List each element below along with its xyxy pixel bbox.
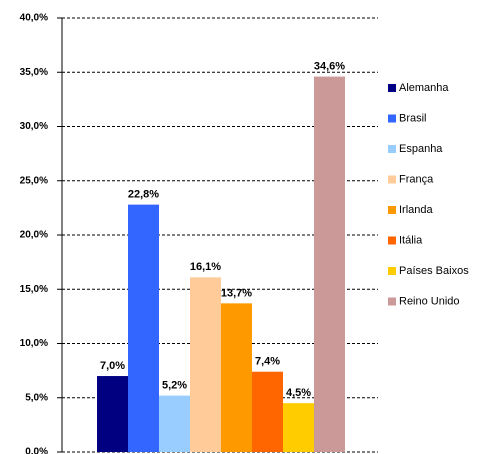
value-label: 34,6% — [314, 60, 345, 72]
bar — [128, 204, 159, 452]
value-label: 7,4% — [255, 356, 280, 368]
legend-label: Itália — [399, 234, 423, 246]
legend-label: Países Baixos — [399, 265, 469, 277]
bar — [221, 303, 252, 452]
bar — [283, 403, 314, 452]
value-label: 7,0% — [100, 360, 125, 372]
y-tick-label: 35,0% — [20, 67, 48, 78]
y-tick-label: 25,0% — [20, 175, 48, 186]
legend-label: Reino Unido — [399, 295, 460, 307]
y-tick-label: 15,0% — [20, 284, 48, 295]
legend-label: Brasil — [399, 112, 427, 124]
legend-label: Espanha — [399, 143, 443, 155]
legend-swatch — [388, 175, 396, 184]
bar — [190, 277, 221, 452]
legend-swatch — [388, 145, 396, 153]
value-label: 16,1% — [190, 261, 221, 273]
y-tick-label: 5,0% — [25, 392, 48, 403]
value-label: 4,5% — [286, 387, 311, 399]
y-tick-label: 10,0% — [20, 338, 48, 349]
value-label: 5,2% — [162, 379, 187, 391]
y-tick-label: 20,0% — [20, 230, 48, 241]
legend-label: Alemanha — [399, 82, 449, 94]
bar — [159, 395, 190, 452]
bar — [252, 371, 283, 452]
value-label: 13,7% — [221, 287, 252, 299]
legend-swatch — [388, 206, 396, 214]
legend-swatch — [388, 84, 396, 92]
value-label: 22,8% — [128, 189, 159, 201]
legend-swatch — [388, 114, 396, 123]
bar — [97, 376, 128, 452]
legend-label: França — [399, 173, 434, 185]
legend-label: Irlanda — [399, 204, 434, 216]
legend-swatch — [388, 297, 396, 306]
legend-swatch — [388, 236, 396, 245]
bar — [314, 76, 345, 452]
y-tick-label: 40,0% — [20, 13, 48, 24]
y-tick-label: 0,0% — [25, 447, 48, 454]
y-tick-label: 30,0% — [20, 121, 48, 132]
legend-swatch — [388, 267, 396, 275]
